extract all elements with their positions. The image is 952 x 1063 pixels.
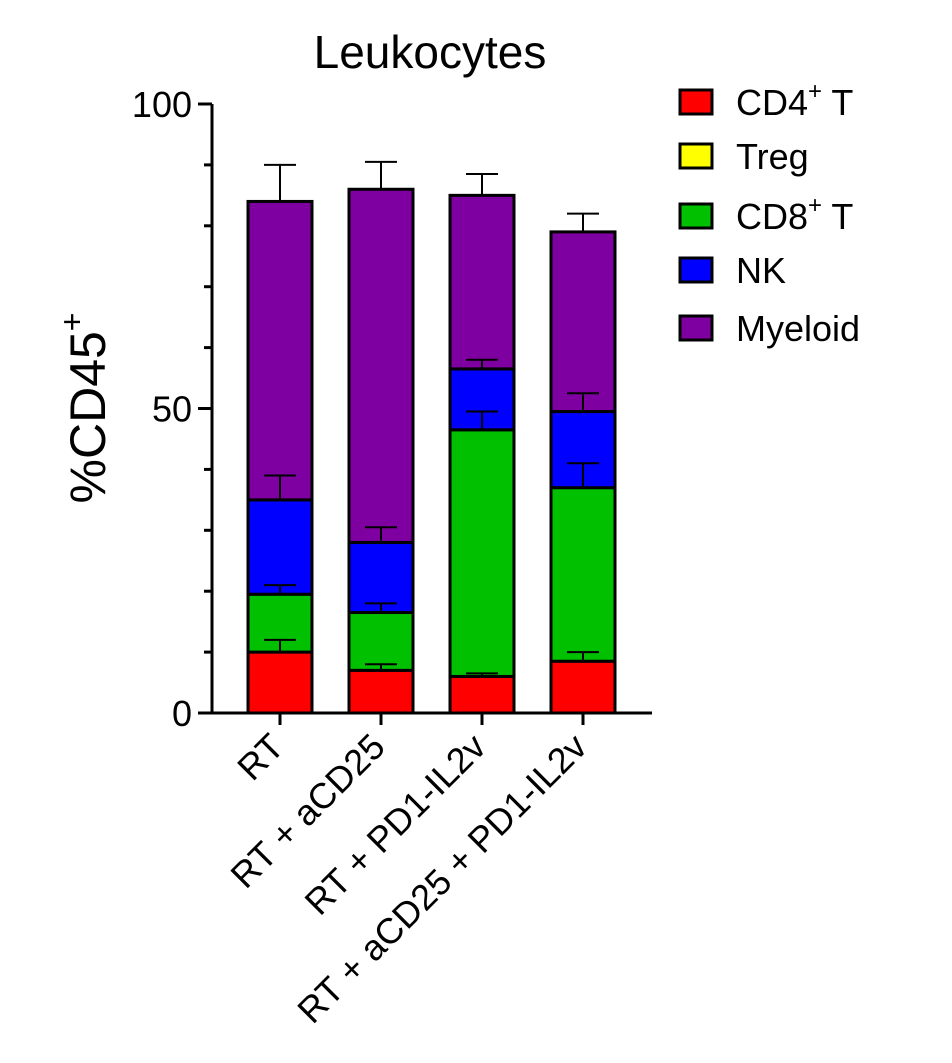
svg-text:%CD45+: %CD45+ [54, 313, 116, 504]
y-tick-label: 100 [132, 84, 192, 125]
legend-item-nk: NK [678, 250, 786, 291]
error-bar-cd4 [466, 672, 498, 677]
chart-title: Leukocytes [314, 26, 547, 78]
y-tick-label: 50 [152, 389, 192, 430]
bar-segment-cd8 [347, 611, 415, 672]
legend-label: CD4+ T [736, 78, 853, 123]
legend-swatch [678, 256, 714, 284]
legend-label: NK [736, 250, 786, 291]
error-bars-layer [264, 160, 599, 677]
legend-item-myeloid: Myeloid [678, 308, 860, 349]
error-bar-myeloid [466, 173, 498, 196]
legend: CD4+ T Treg CD8+ T NK Myeloid [678, 78, 860, 349]
error-bar-nk [264, 474, 296, 500]
legend-swatch [678, 88, 714, 116]
legend-swatch [678, 202, 714, 230]
bar-segment-myeloid [246, 199, 314, 502]
y-axis-label-text: %CD45 [60, 331, 116, 503]
x-tick-label: RT + PD1-IL2v [297, 726, 494, 923]
bar-segment-cd4 [448, 674, 516, 715]
bar-segment-myeloid [448, 193, 516, 371]
bars-layer [246, 187, 617, 715]
error-bar-myeloid [264, 163, 296, 202]
bar-segment-cd4 [347, 668, 415, 715]
x-tick-label: RT [229, 726, 291, 788]
legend-label: Treg [736, 136, 809, 177]
error-bar-myeloid [567, 212, 599, 232]
bar-segment-nk [246, 498, 314, 596]
bar-segment-cd8 [448, 428, 516, 678]
legend-swatch [678, 142, 714, 170]
bar-segment-myeloid [347, 187, 415, 544]
error-bar-cd8 [365, 602, 397, 613]
error-bar-cd8 [264, 584, 296, 595]
error-bar-nk [466, 358, 498, 369]
error-bar-nk [567, 392, 599, 412]
error-bar-cd8 [567, 462, 599, 488]
legend-label: Myeloid [736, 308, 860, 349]
bar-segment-cd4 [246, 650, 314, 715]
legend-label: CD8+ T [736, 192, 853, 237]
error-bar-cd4 [567, 651, 599, 662]
y-axis-label-sup: + [54, 313, 90, 332]
bar-segment-nk [347, 540, 415, 615]
error-bar-cd4 [264, 638, 296, 653]
error-bar-cd4 [365, 663, 397, 671]
y-axis-label: %CD45+ [54, 313, 116, 504]
bar-segment-myeloid [549, 230, 617, 414]
legend-item-cd4: CD4+ T [678, 78, 853, 123]
error-bar-cd8 [466, 410, 498, 430]
bar-segment-cd4 [549, 659, 617, 715]
bar-segment-cd8 [549, 486, 617, 663]
legend-item-treg: Treg [678, 136, 809, 177]
error-bar-myeloid [365, 160, 397, 190]
legend-swatch [678, 314, 714, 342]
y-tick-label: 0 [172, 693, 192, 734]
legend-item-cd8: CD8+ T [678, 192, 853, 237]
error-bar-nk [365, 526, 397, 543]
